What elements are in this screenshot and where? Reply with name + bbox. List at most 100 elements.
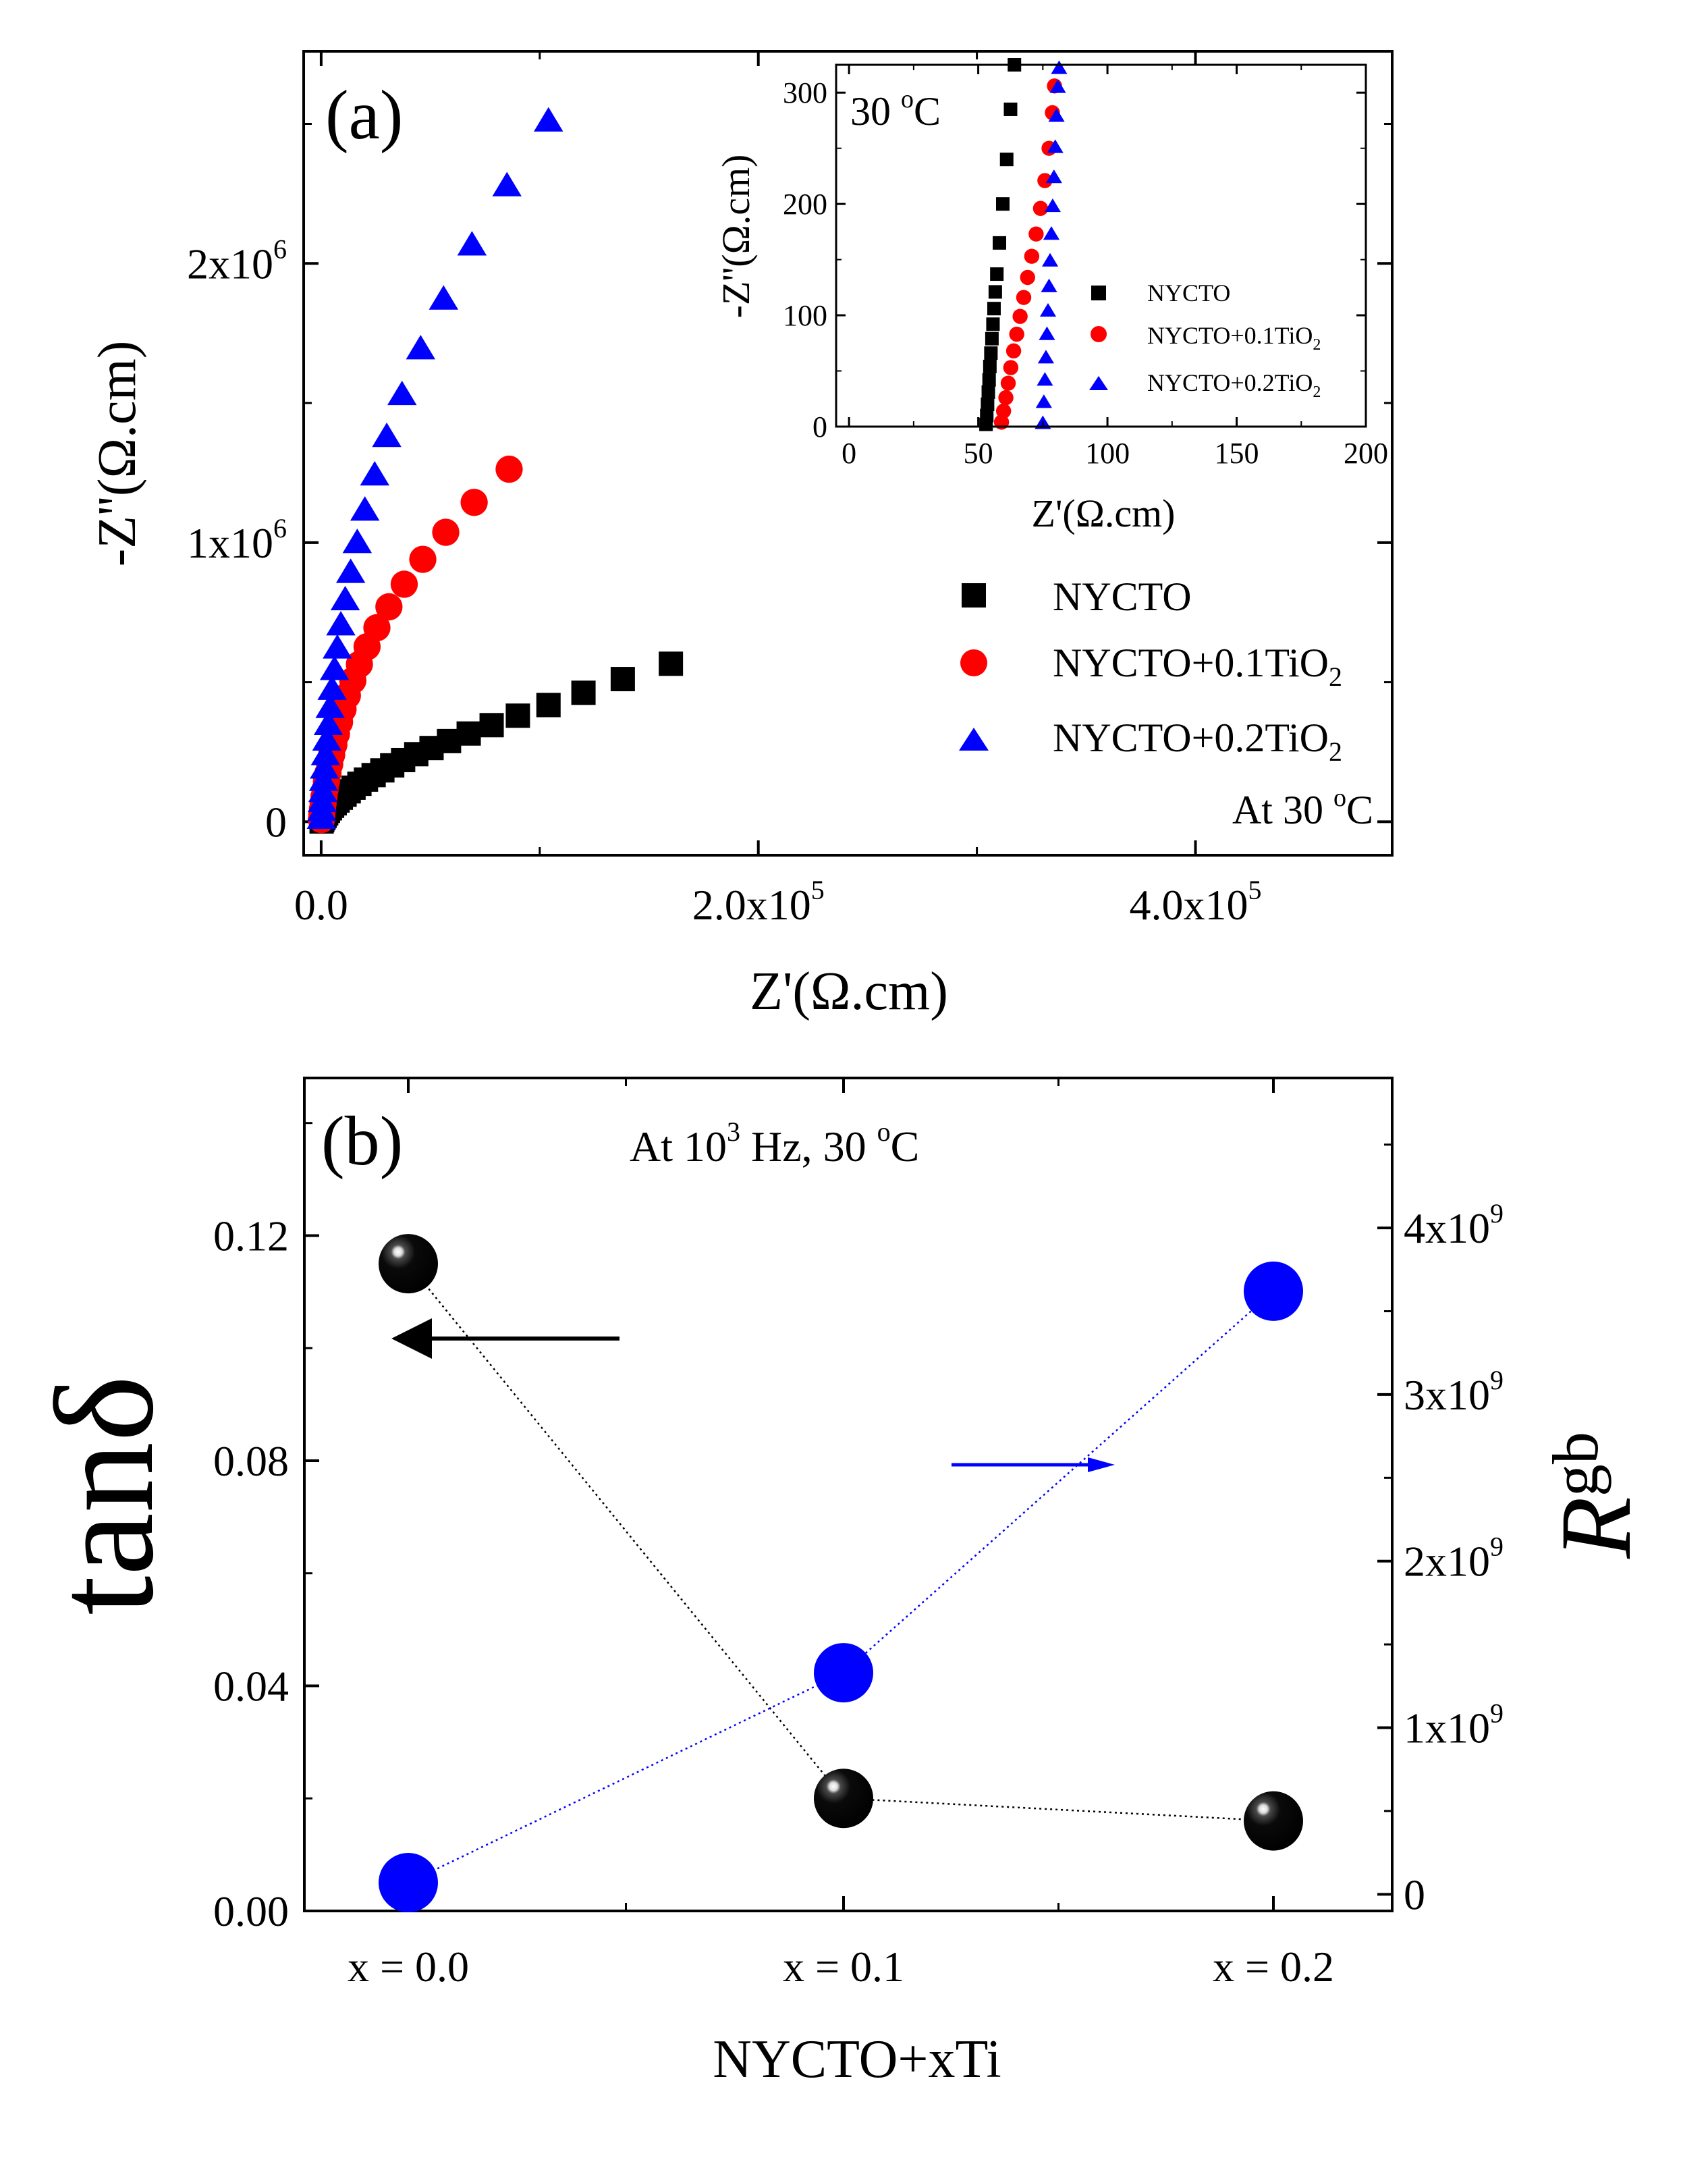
inset-x-tick-label: 50 [964,437,993,470]
panel-a-ticks: 0.0 2.0x105 4.0x105 0 1x106 2x106 [187,51,1392,929]
data-point-triangle [319,655,350,680]
data-point-circle [363,614,391,642]
inset-data-point-circle [1028,226,1044,242]
panel-b-left-axis-title: tanδ [26,1375,183,1615]
inset-data-point-triangle [1051,60,1068,74]
inset-data-point-square [983,359,997,373]
data-point-triangle [330,585,360,611]
legend-marker-nycto [962,583,986,608]
data-point-circle [495,455,523,483]
inset-background [836,65,1366,427]
legend-marker-nycto-0.1tio2 [960,649,987,676]
tand-data-point [814,1769,873,1829]
inset-data-point-triangle [1048,108,1065,122]
left-tick-label: 0.00 [213,1887,289,1935]
inset-legend: NYCTO NYCTO+0.1TiO2 NYCTO+0.2TiO2 [1089,279,1321,401]
panel-b: x = 0.0 x = 0.1 x = 0.2 0.00 0.04 0.08 0.12 0 1x… [26,1077,1652,2089]
inset-legend-label-nycto-0.2tio2: NYCTO+0.2TiO2 [1147,369,1321,401]
inset-data-point-triangle [1037,372,1053,386]
panel-b-ticks: x = 0.0 x = 0.1 x = 0.2 0.00 0.04 0.08 0.12 0 1x… [213,1078,1504,1991]
inset-data-point-triangle [1043,226,1060,240]
right-tick-label: 3x109 [1404,1365,1504,1419]
data-point-circle [460,489,488,516]
rgb-data-point [379,1853,438,1913]
left-tick-label: 0.04 [213,1662,289,1710]
panel-a-temperature-annotation: At 30 oC [1232,784,1373,832]
inset-frame [835,63,1367,428]
data-point-triangle [406,335,436,360]
inset-data-point-square [985,331,999,346]
inset-legend-label-nycto-0.1tio2: NYCTO+0.1TiO2 [1147,322,1321,354]
data-point-circle [375,593,403,621]
y-tick-label: 1x106 [187,513,287,567]
data-point-square [659,651,684,676]
x-category-label: x = 0.2 [1213,1943,1334,1991]
panel-a-label: (a) [325,76,403,154]
inset-series [979,58,1068,431]
x-category-label: x = 0.1 [783,1943,904,1991]
inset-y-tick-label: 100 [783,299,827,332]
y-tick-label: 0 [265,798,287,846]
right-tick-label: 2x109 [1404,1532,1504,1586]
data-point-triangle [342,529,373,554]
inset-temperature-annotation: 30 oC [850,85,941,134]
data-point-triangle [360,461,390,486]
data-point-square [456,721,481,746]
inset-y-tick-label: 200 [783,188,827,221]
y-tick-label: 2x106 [187,234,287,288]
x-tick-label: 0.0 [294,881,348,929]
inset-data-point-triangle [1035,394,1052,408]
inset-x-tick-label: 100 [1085,437,1130,470]
inset-data-point-circle [1003,360,1019,375]
inset-data-point-circle [1009,326,1024,342]
inset-data-point-square [993,236,1007,250]
data-point-triangle [387,380,417,406]
rgb-axis-arrowhead [1088,1457,1115,1472]
inset-data-point-circle [1037,173,1053,188]
panel-a-inset: 0 50 100 150 200 0 100 200 300 Z'(Ω.cm) -Z''(Ω.c… [714,58,1388,535]
inset-data-point-circle [1016,290,1032,305]
inset-legend-marker-nycto-0.2tio2 [1089,376,1108,390]
panel-b-title: At 103 Hz, 30 oC [630,1116,919,1170]
panel-a: 0.0 2.0x105 4.0x105 0 1x106 2x106 (a) Z'(Ω.cm… [88,50,1394,1021]
data-point-triangle [315,693,345,718]
inset-data-point-triangle [1045,169,1062,184]
data-point-triangle [335,558,366,583]
data-point-triangle [372,422,402,448]
inset-legend-marker-nycto [1091,286,1106,300]
right-tick-label: 4x109 [1404,1198,1504,1252]
legend-label-nycto-0.2tio2: NYCTO+0.2TiO2 [1053,716,1342,767]
data-point-square [610,667,635,692]
panel-b-x-axis-title: NYCTO+xTi [713,2030,1001,2089]
inset-x-tick-label: 0 [842,437,856,470]
inset-data-point-triangle [1037,350,1055,364]
data-point-triangle [534,107,563,132]
inset-data-point-square [986,317,1000,331]
inset-data-point-square [981,385,995,399]
data-point-triangle [310,740,341,765]
inset-data-point-circle [1032,200,1049,216]
tand-data-point [1244,1791,1303,1851]
inset-data-point-triangle [1039,326,1055,340]
data-point-square [536,693,561,718]
right-tick-label: 0 [1404,1870,1425,1918]
inset-data-point-square [980,408,994,423]
inset-x-axis-title: Z'(Ω.cm) [1032,491,1176,535]
panel-b-frame [303,1077,1394,1912]
inset-data-point-triangle [1041,278,1057,292]
x-tick-label: 2.0x105 [692,875,825,929]
inset-data-point-square [988,285,1002,299]
data-point-triangle [313,710,343,735]
inset-data-point-triangle [1044,198,1061,213]
inset-data-point-circle [1024,248,1040,264]
legend-marker-nycto-0.2tio2 [959,728,989,751]
right-tick-label: 1x109 [1404,1698,1504,1752]
data-point-circle [432,518,460,546]
panel-b-points [379,1234,1303,1913]
panel-a-frame [302,50,1394,857]
data-point-triangle [310,754,339,779]
inset-data-point-square [990,267,1004,281]
panel-a-x-axis-title: Z'(Ω.cm) [750,962,948,1021]
inset-y-tick-label: 0 [812,410,827,443]
